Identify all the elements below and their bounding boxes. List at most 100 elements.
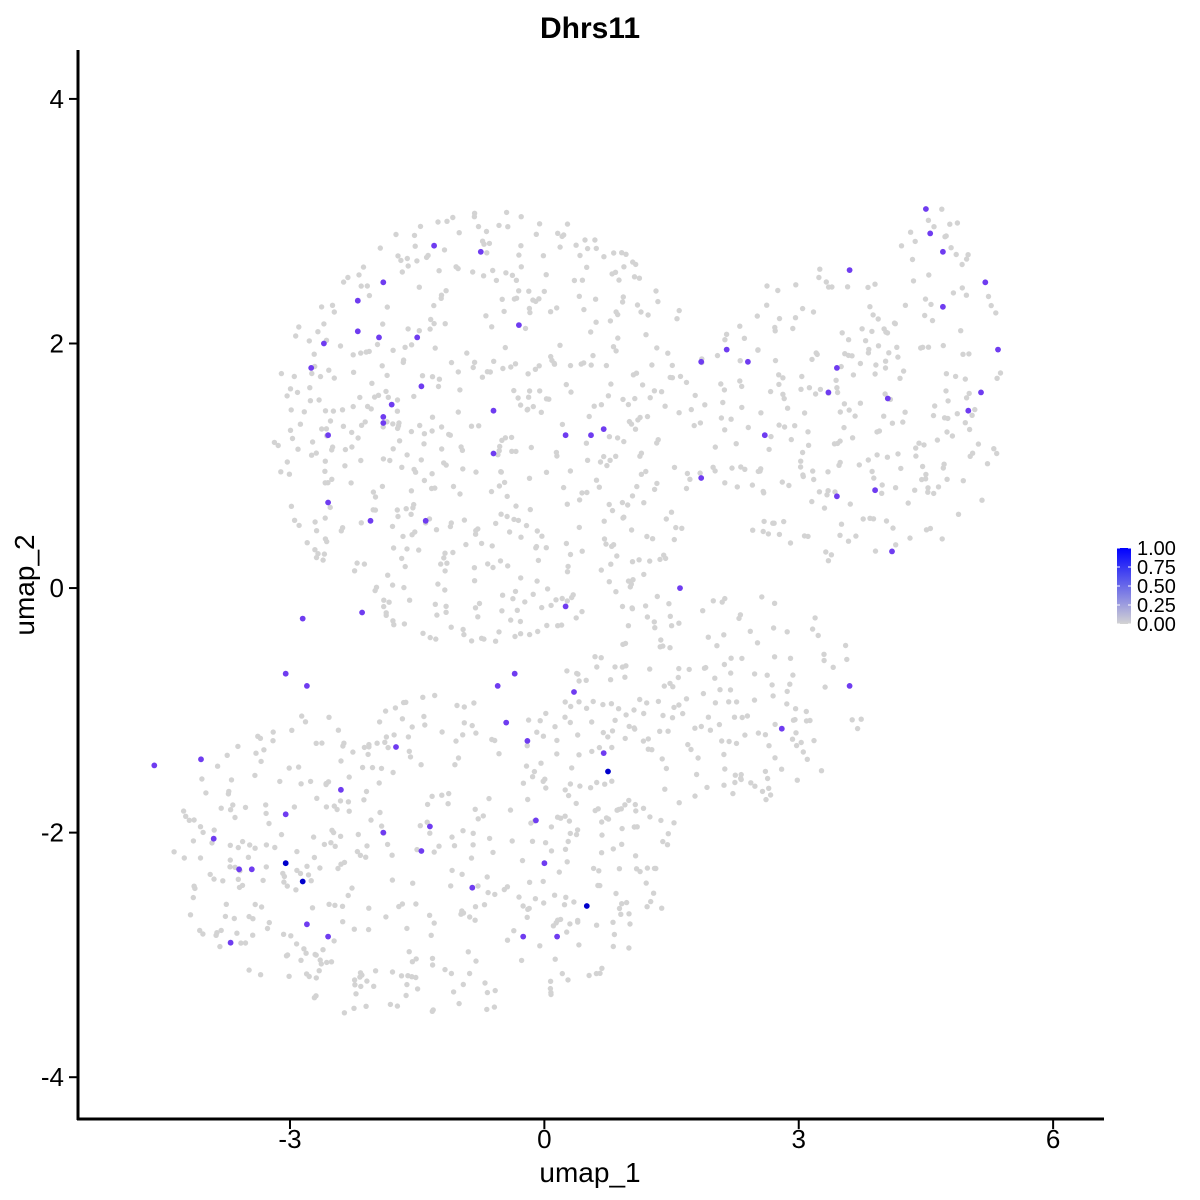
cell-point — [476, 600, 483, 607]
cell-point — [792, 423, 798, 429]
cell-point — [304, 863, 310, 869]
cell-point — [270, 738, 276, 744]
cell-point — [565, 792, 572, 799]
cell-point — [331, 309, 337, 315]
cell-point — [600, 701, 606, 708]
cell-point — [659, 905, 665, 911]
cell-point — [800, 749, 806, 755]
cell-point — [484, 250, 490, 256]
cell-point — [288, 933, 294, 939]
expressing-cell-point — [227, 939, 234, 946]
cell-point — [451, 843, 458, 849]
cell-point — [806, 385, 813, 391]
cell-point — [625, 623, 632, 629]
cell-point — [605, 734, 611, 740]
cell-point — [446, 790, 452, 797]
cell-point — [518, 214, 524, 220]
y-tick-label: 0 — [50, 573, 64, 603]
cell-point — [613, 348, 619, 354]
cell-point — [698, 723, 704, 730]
cell-point — [475, 883, 481, 889]
cell-point — [744, 713, 751, 719]
cell-point — [505, 224, 511, 230]
cell-point — [383, 612, 389, 618]
cell-point — [721, 661, 728, 668]
expressing-cell-point — [299, 615, 306, 622]
cell-point — [524, 743, 530, 749]
cell-point — [573, 242, 579, 248]
cell-point — [738, 775, 744, 782]
cell-point — [667, 645, 673, 651]
cell-point — [387, 1001, 394, 1008]
cell-point — [350, 352, 356, 358]
cell-point — [551, 892, 558, 898]
cell-point — [439, 792, 445, 798]
expressing-cell-point — [299, 878, 306, 885]
cell-point — [616, 905, 623, 912]
cell-point — [518, 575, 524, 581]
cell-point — [564, 859, 570, 865]
cell-point — [562, 699, 568, 705]
cell-point — [404, 255, 410, 262]
cell-point — [645, 736, 651, 742]
cell-point — [739, 714, 745, 721]
cell-point — [721, 751, 727, 758]
cell-point — [339, 407, 346, 413]
cell-point — [403, 992, 409, 999]
cell-point — [789, 736, 796, 742]
cell-point — [892, 485, 899, 491]
cell-point — [562, 846, 569, 852]
cell-point — [775, 287, 781, 294]
cell-point — [822, 684, 828, 690]
expressing-cell-point — [325, 432, 331, 439]
cell-point — [628, 421, 635, 427]
cell-point — [587, 785, 594, 791]
cell-point — [913, 445, 919, 451]
cell-point — [567, 781, 574, 787]
cell-point — [870, 312, 876, 318]
cell-point — [527, 506, 533, 513]
cell-point — [609, 744, 615, 751]
cell-point — [534, 578, 540, 584]
cell-point — [534, 729, 540, 735]
cell-point — [654, 440, 660, 446]
cell-point — [651, 865, 658, 872]
cell-point — [395, 513, 401, 520]
cell-point — [568, 703, 574, 710]
cell-point — [361, 744, 368, 751]
cell-point — [676, 665, 682, 672]
cell-point — [726, 738, 732, 745]
cell-point — [610, 943, 616, 950]
colorbar-label: 0.50 — [1137, 576, 1176, 598]
cell-point — [376, 719, 383, 725]
cell-point — [297, 870, 304, 877]
cell-point — [421, 431, 428, 437]
expressing-cell-point — [761, 432, 768, 439]
cell-point — [920, 344, 926, 350]
cell-point — [277, 778, 283, 785]
expressing-cell-point — [418, 848, 425, 854]
cell-point — [187, 912, 194, 918]
cell-point — [747, 628, 753, 634]
colorbar-label: 0.75 — [1137, 557, 1176, 579]
cell-point — [691, 422, 697, 429]
cell-point — [714, 352, 721, 359]
cell-point — [805, 442, 812, 448]
cell-point — [912, 487, 918, 493]
cell-point — [583, 677, 589, 683]
cell-point — [355, 435, 361, 441]
x-axis-ticks: -3 0 3 6 — [278, 1120, 1060, 1154]
cell-point — [776, 531, 783, 538]
cell-point — [455, 409, 461, 415]
cell-point — [287, 386, 294, 392]
cell-point — [461, 704, 467, 710]
cell-point — [654, 593, 660, 600]
cell-point — [516, 252, 522, 258]
cell-point — [512, 633, 518, 640]
cell-point — [526, 879, 533, 885]
cell-point — [731, 714, 738, 720]
cell-point — [409, 724, 415, 730]
cell-point — [663, 765, 670, 772]
cell-point — [765, 531, 772, 537]
cell-point — [649, 536, 656, 542]
